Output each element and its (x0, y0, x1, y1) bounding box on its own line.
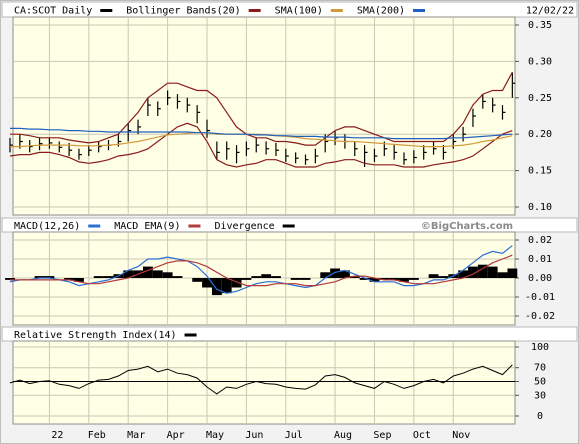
divergence-bar (162, 272, 173, 278)
x-tick-label: Aug (334, 430, 352, 441)
legend-label: MACD EMA(9) (114, 221, 180, 232)
y-tick-label: 0.01 (528, 254, 552, 265)
divergence-bar (251, 276, 262, 278)
divergence-bar (123, 270, 134, 278)
y-tick-label: 0.20 (528, 129, 552, 140)
watermark: ©BigCharts.com (421, 221, 513, 232)
indicator-line (10, 127, 513, 140)
indicator-line (9, 122, 513, 168)
y-tick-label: 0 (537, 411, 543, 422)
y-tick-label: 0.15 (528, 166, 552, 177)
legend-label: Bollinger Bands(20) (126, 6, 240, 17)
divergence-bar (369, 278, 380, 282)
divergence-bar (152, 270, 163, 278)
x-tick-label: Oct (413, 430, 431, 441)
divergence-bar (34, 276, 45, 278)
divergence-bar (428, 274, 439, 278)
x-tick-label: May (206, 430, 224, 441)
divergence-bar (64, 278, 75, 280)
divergence-bar (389, 278, 400, 280)
macd-line (9, 245, 513, 294)
divergence-bar (359, 278, 370, 280)
x-tick-label: Sep (373, 430, 391, 441)
divergence-bar (231, 278, 242, 288)
divergence-bar (93, 276, 104, 278)
y-tick-label: 50 (534, 377, 546, 388)
divergence-bar (379, 278, 390, 280)
macd-line (10, 254, 513, 287)
y-tick-label: 100 (531, 342, 549, 353)
divergence-bar (5, 278, 15, 280)
divergence-bar (290, 278, 301, 280)
divergence-bar (74, 278, 84, 282)
x-tick-label: Apr (167, 430, 185, 441)
divergence-bar (408, 278, 419, 280)
legend-label: SMA(200) (357, 6, 405, 17)
indicator-line (10, 72, 513, 146)
x-tick-label: Jul (285, 430, 303, 441)
divergence-bar (438, 276, 449, 278)
divergence-bar (340, 270, 350, 278)
divergence-bar (468, 266, 478, 278)
divergence-bar (477, 264, 488, 278)
divergence-bar (487, 266, 498, 278)
x-tick-label: Nov (452, 430, 470, 441)
y-tick-label: 0.35 (528, 20, 552, 31)
date-label: 12/02/22 (526, 6, 574, 17)
legend-label: Divergence (214, 221, 274, 232)
y-tick-label: 0.10 (528, 202, 552, 213)
divergence-bar (143, 266, 153, 278)
y-tick-label: 30 (534, 390, 546, 401)
divergence-bar (241, 278, 252, 280)
divergence-bar (458, 270, 469, 278)
y-tick-label: 0.30 (528, 56, 552, 67)
divergence-bar (507, 268, 518, 278)
divergence-bar (497, 272, 508, 278)
y-tick-label: 0.02 (528, 235, 552, 246)
divergence-bar (172, 276, 183, 278)
x-tick-label: 22 (51, 430, 63, 441)
divergence-bar (320, 272, 331, 278)
legend-label: MACD(12,26) (14, 221, 80, 232)
divergence-bar (330, 268, 340, 278)
y-tick-label: 0.00 (528, 273, 552, 284)
divergence-bar (44, 276, 55, 278)
x-tick-label: Feb (88, 430, 106, 441)
x-tick-label: Mar (127, 430, 145, 441)
y-tick-label: -0.02 (525, 311, 555, 322)
x-tick-label: Jun (245, 430, 263, 441)
divergence-bar (271, 276, 281, 278)
plot-area (12, 16, 516, 216)
legend-label: SMA(100) (275, 6, 323, 17)
divergence-bar (103, 276, 114, 278)
y-tick-label: 0.25 (528, 93, 552, 104)
divergence-bar (349, 276, 360, 278)
y-tick-label: -0.01 (525, 292, 555, 303)
divergence-bar (211, 278, 222, 296)
divergence-bar (221, 278, 232, 294)
rsi-line (9, 364, 513, 395)
divergence-bar (261, 274, 272, 278)
y-tick-label: 70 (534, 363, 546, 374)
divergence-bar (300, 278, 311, 280)
divergence-bar (202, 278, 212, 288)
divergence-bar (399, 278, 409, 282)
divergence-bar (192, 278, 203, 282)
legend-label: Relative Strength Index(14) (14, 330, 177, 341)
legend-label: CA:SCOT Daily (14, 6, 92, 17)
plot-area (12, 340, 516, 425)
